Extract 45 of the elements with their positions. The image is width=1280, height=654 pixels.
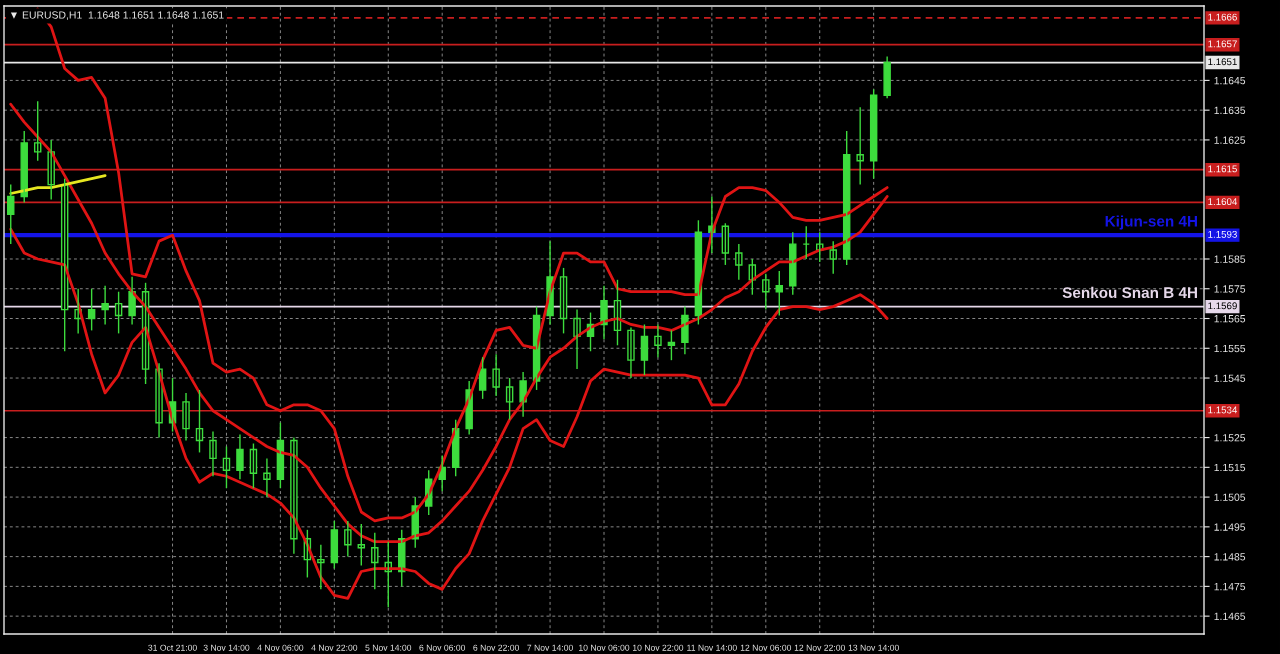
x-tick-label: 11 Nov 14:00 <box>687 644 737 651</box>
y-tick-label: 1.1495 <box>1214 523 1246 531</box>
y-tick-label: 1.1475 <box>1214 582 1246 591</box>
ref-line-label: 1.1615 <box>1208 165 1237 173</box>
annotation: Kijun-sen 4H <box>1105 215 1197 230</box>
ref-line-label: 1.1569 <box>1208 302 1237 310</box>
y-tick-label: 1.1635 <box>1214 106 1246 115</box>
ref-line-label: 1.1604 <box>1208 198 1238 206</box>
x-tick-label: 7 Nov 14:00 <box>527 644 573 651</box>
y-tick-label: 1.1545 <box>1214 374 1246 382</box>
candlestick <box>829 240 837 275</box>
y-tick-label: 1.1525 <box>1214 434 1246 442</box>
x-tick-label: 12 Nov 22:00 <box>794 644 846 651</box>
ref-line-label: 1.1666 <box>1208 13 1237 21</box>
y-tick-label: 1.1485 <box>1214 553 1246 561</box>
x-tick-label: 3 Nov 14:00 <box>203 644 250 651</box>
line-series <box>9 102 889 544</box>
y-tick-label: 1.1515 <box>1214 463 1246 472</box>
x-tick-label: 6 Nov 22:00 <box>473 644 520 651</box>
candlestick <box>762 273 770 311</box>
y-tick-label: 1.1565 <box>1214 315 1246 323</box>
y-tick-label: 1.1555 <box>1214 344 1246 353</box>
x-tick-label: 5 Nov 14:00 <box>365 644 412 651</box>
y-tick-label: 1.1505 <box>1214 493 1246 501</box>
y-tick-label: 1.1625 <box>1214 136 1246 144</box>
x-tick-label: 4 Nov 22:00 <box>311 644 358 651</box>
x-tick-label: 10 Nov 22:00 <box>632 644 684 651</box>
ref-line-label: 1.1651 <box>1208 58 1237 66</box>
y-tick-label: 1.1585 <box>1214 255 1246 263</box>
y-tick-label: 1.1645 <box>1214 76 1246 85</box>
y-tick-label: 1.1575 <box>1214 285 1246 293</box>
y-tick-label: 1.1465 <box>1214 612 1246 621</box>
x-tick-label: 12 Nov 06:00 <box>740 644 792 651</box>
x-tick-label: 10 Nov 06:00 <box>579 644 630 651</box>
ref-line-label: 1.1534 <box>1208 406 1238 414</box>
annotation: Senkou Snan B 4H <box>1062 286 1197 299</box>
chart-title: ▼ EURUSD,H1 1.1648 1.1651 1.1648 1.1651 <box>10 11 224 20</box>
x-tick-label: 31 Oct 21:00 <box>148 644 197 651</box>
x-tick-label: 6 Nov 06:00 <box>419 644 466 651</box>
line-series <box>9 227 889 600</box>
candlestick <box>371 532 379 591</box>
ref-line-label: 1.1593 <box>1208 230 1237 238</box>
x-tick-label: 13 Nov 14:00 <box>848 644 899 651</box>
x-tick-label: 4 Nov 06:00 <box>257 644 304 651</box>
ref-line-label: 1.1657 <box>1208 40 1237 48</box>
